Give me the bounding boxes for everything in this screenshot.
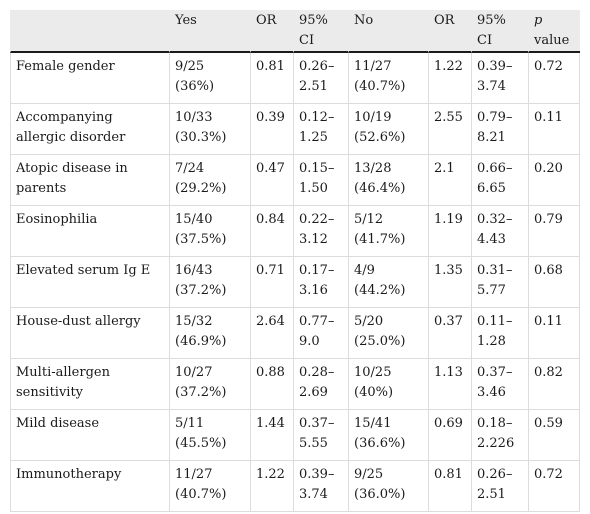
cell-yes: 15/40 (37.5%)	[169, 206, 250, 257]
cell-no: 5/20 (25.0%)	[348, 308, 428, 359]
cell-p-value: 0.11	[528, 104, 580, 155]
risk-factor-table: Yes OR 95% CI No OR 95% CI p value Female…	[10, 10, 580, 512]
cell-or-yes: 1.22	[250, 461, 293, 512]
header-factor	[10, 10, 169, 53]
cell-factor: Multi-allergen sensitivity	[10, 359, 169, 410]
cell-factor: Elevated serum Ig E	[10, 257, 169, 308]
cell-ci-yes: 0.28–2.69	[293, 359, 348, 410]
header-no: No	[348, 10, 428, 53]
cell-p-value: 0.82	[528, 359, 580, 410]
cell-no: 15/41 (36.6%)	[348, 410, 428, 461]
cell-ci-yes: 0.22–3.12	[293, 206, 348, 257]
cell-no: 5/12 (41.7%)	[348, 206, 428, 257]
cell-no: 13/28 (46.4%)	[348, 155, 428, 206]
cell-yes: 5/11 (45.5%)	[169, 410, 250, 461]
cell-factor: Atopic disease in parents	[10, 155, 169, 206]
cell-yes: 15/32 (46.9%)	[169, 308, 250, 359]
cell-ci-no: 0.66–6.65	[471, 155, 528, 206]
cell-or-yes: 1.44	[250, 410, 293, 461]
header-ci-yes: 95% CI	[293, 10, 348, 53]
header-row: Yes OR 95% CI No OR 95% CI p value	[10, 10, 580, 53]
cell-or-yes: 0.47	[250, 155, 293, 206]
cell-p-value: 0.79	[528, 206, 580, 257]
cell-yes: 7/24 (29.2%)	[169, 155, 250, 206]
table-row: Mild disease 5/11 (45.5%) 1.44 0.37–5.55 15/…	[10, 410, 580, 461]
cell-ci-yes: 0.12–1.25	[293, 104, 348, 155]
header-yes: Yes	[169, 10, 250, 53]
cell-or-yes: 0.84	[250, 206, 293, 257]
cell-ci-yes: 0.26–2.51	[293, 53, 348, 104]
cell-factor: Eosinophilia	[10, 206, 169, 257]
table-row: Eosinophilia 15/40 (37.5%) 0.84 0.22–3.12 5/…	[10, 206, 580, 257]
cell-ci-no: 0.18–2.226	[471, 410, 528, 461]
header-ci-no: 95% CI	[471, 10, 528, 53]
cell-p-value: 0.59	[528, 410, 580, 461]
header-p-italic: p	[534, 13, 543, 28]
cell-ci-no: 0.32–4.43	[471, 206, 528, 257]
cell-factor: Accompanying allergic disorder	[10, 104, 169, 155]
cell-or-no: 0.37	[428, 308, 471, 359]
cell-p-value: 0.11	[528, 308, 580, 359]
cell-or-no: 2.1	[428, 155, 471, 206]
cell-or-yes: 0.71	[250, 257, 293, 308]
table-row: Atopic disease in parents 7/24 (29.2%) 0.4…	[10, 155, 580, 206]
cell-p-value: 0.72	[528, 53, 580, 104]
cell-ci-yes: 0.37–5.55	[293, 410, 348, 461]
cell-or-yes: 0.81	[250, 53, 293, 104]
cell-or-no: 1.22	[428, 53, 471, 104]
table-row: House-dust allergy 15/32 (46.9%) 2.64 0.77–…	[10, 308, 580, 359]
cell-or-no: 0.69	[428, 410, 471, 461]
cell-p-value: 0.20	[528, 155, 580, 206]
cell-ci-no: 0.26–2.51	[471, 461, 528, 512]
cell-ci-yes: 0.15–1.50	[293, 155, 348, 206]
cell-or-no: 1.13	[428, 359, 471, 410]
cell-ci-no: 0.79–8.21	[471, 104, 528, 155]
cell-factor: Immunotherapy	[10, 461, 169, 512]
cell-or-no: 0.81	[428, 461, 471, 512]
cell-yes: 10/33 (30.3%)	[169, 104, 250, 155]
cell-factor: House-dust allergy	[10, 308, 169, 359]
cell-yes: 16/43 (37.2%)	[169, 257, 250, 308]
cell-or-yes: 0.88	[250, 359, 293, 410]
table-container: Yes OR 95% CI No OR 95% CI p value Female…	[10, 10, 580, 512]
cell-factor: Mild disease	[10, 410, 169, 461]
table-row: Immunotherapy 11/27 (40.7%) 1.22 0.39–3.74 9…	[10, 461, 580, 512]
cell-ci-yes: 0.77–9.0	[293, 308, 348, 359]
header-or-no: OR	[428, 10, 471, 53]
cell-no: 4/9 (44.2%)	[348, 257, 428, 308]
cell-no: 11/27 (40.7%)	[348, 53, 428, 104]
cell-p-value: 0.72	[528, 461, 580, 512]
cell-ci-no: 0.31–5.77	[471, 257, 528, 308]
table-row: Multi-allergen sensitivity 10/27 (37.2%) 0…	[10, 359, 580, 410]
cell-ci-yes: 0.39–3.74	[293, 461, 348, 512]
cell-ci-no: 0.39–3.74	[471, 53, 528, 104]
cell-or-yes: 2.64	[250, 308, 293, 359]
cell-ci-no: 0.11–1.28	[471, 308, 528, 359]
cell-p-value: 0.68	[528, 257, 580, 308]
header-or-yes: OR	[250, 10, 293, 53]
header-p-value: p value	[528, 10, 580, 53]
table-row: Accompanying allergic disorder 10/33 (30.…	[10, 104, 580, 155]
table-row: Female gender 9/25 (36%) 0.81 0.26–2.51 11/2…	[10, 53, 580, 104]
cell-or-no: 1.19	[428, 206, 471, 257]
cell-ci-no: 0.37–3.46	[471, 359, 528, 410]
table-row: Elevated serum Ig E 16/43 (37.2%) 0.71 0.17…	[10, 257, 580, 308]
cell-yes: 11/27 (40.7%)	[169, 461, 250, 512]
cell-yes: 10/27 (37.2%)	[169, 359, 250, 410]
cell-or-yes: 0.39	[250, 104, 293, 155]
cell-factor: Female gender	[10, 53, 169, 104]
cell-no: 10/25 (40%)	[348, 359, 428, 410]
cell-or-no: 1.35	[428, 257, 471, 308]
cell-yes: 9/25 (36%)	[169, 53, 250, 104]
cell-ci-yes: 0.17–3.16	[293, 257, 348, 308]
cell-no: 9/25 (36.0%)	[348, 461, 428, 512]
cell-or-no: 2.55	[428, 104, 471, 155]
header-p-rest: value	[534, 33, 570, 48]
cell-no: 10/19 (52.6%)	[348, 104, 428, 155]
